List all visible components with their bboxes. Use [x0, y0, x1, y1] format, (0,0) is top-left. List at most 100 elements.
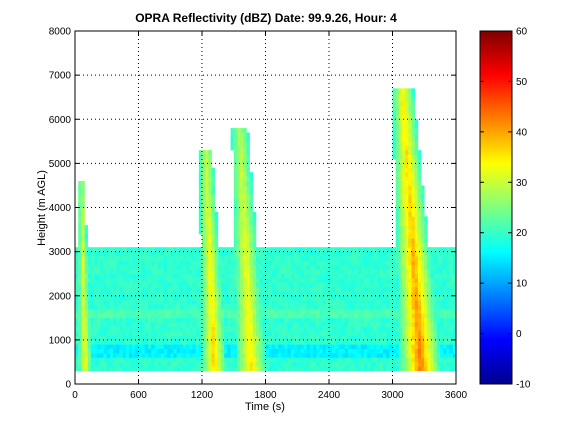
heatmap-cell: [113, 366, 117, 372]
heatmap-cell: [249, 282, 254, 288]
heatmap-cell: [75, 353, 79, 358]
heatmap-cell: [297, 278, 301, 283]
heatmap-cell: [128, 348, 133, 354]
heatmap-cell: [348, 335, 352, 341]
heatmap-cell: [405, 216, 409, 222]
heatmap-cell: [100, 313, 104, 319]
heatmap-cell: [122, 339, 127, 345]
heatmap-cell: [148, 361, 152, 367]
heatmap-cell: [243, 176, 247, 182]
heatmap-cell: [294, 317, 298, 323]
heatmap-cell: [109, 313, 114, 319]
heatmap-cell: [78, 282, 82, 288]
heatmap-cell: [265, 264, 269, 270]
heatmap-cell: [75, 326, 79, 332]
heatmap-cell: [221, 269, 225, 274]
heatmap-cell: [233, 264, 238, 270]
heatmap-cell: [278, 260, 282, 266]
x-tick-label: 600: [130, 390, 147, 401]
heatmap-cell: [208, 344, 212, 349]
heatmap-cell: [322, 322, 327, 327]
heatmap-cell: [259, 273, 263, 279]
heatmap-cell: [208, 300, 212, 305]
heatmap-cell: [240, 339, 244, 345]
heatmap-cell: [148, 335, 152, 341]
heatmap-cell: [202, 278, 206, 283]
heatmap-cell: [141, 348, 146, 354]
heatmap-cell: [357, 251, 362, 257]
heatmap-cell: [94, 348, 98, 354]
heatmap-cell: [84, 304, 88, 310]
heatmap-cell: [417, 181, 422, 186]
heatmap-cell: [449, 353, 454, 358]
heatmap-cell: [249, 185, 254, 191]
heatmap-cell: [421, 366, 425, 372]
heatmap-cell: [125, 295, 130, 301]
heatmap-cell: [430, 361, 435, 367]
heatmap-cell: [395, 225, 400, 230]
heatmap-cell: [408, 101, 412, 107]
heatmap-cell: [294, 308, 298, 314]
heatmap-cell: [249, 361, 254, 367]
heatmap-cell: [163, 278, 168, 283]
heatmap-cell: [78, 335, 82, 341]
heatmap-cell: [195, 361, 200, 367]
heatmap-cell: [122, 256, 127, 261]
heatmap-cell: [103, 286, 108, 292]
heatmap-cell: [119, 260, 123, 266]
heatmap-cell: [94, 282, 98, 288]
heatmap-cell: [249, 291, 254, 297]
heatmap-cell: [325, 331, 330, 336]
heatmap-cell: [211, 247, 215, 252]
heatmap-cell: [217, 366, 222, 372]
heatmap-cell: [278, 273, 282, 279]
heatmap-cell: [252, 344, 257, 349]
heatmap-cell: [84, 326, 88, 332]
heatmap-cell: [303, 348, 308, 354]
heatmap-cell: [386, 304, 390, 310]
heatmap-cell: [367, 300, 371, 305]
heatmap-cell: [449, 251, 454, 257]
heatmap-cell: [236, 247, 241, 252]
heatmap-cell: [128, 264, 133, 270]
heatmap-cell: [106, 313, 111, 319]
heatmap-cell: [221, 282, 225, 288]
heatmap-cell: [205, 181, 209, 186]
heatmap-cell: [363, 264, 368, 270]
heatmap-cell: [446, 353, 450, 358]
heatmap-cell: [205, 220, 209, 226]
heatmap-cell: [281, 348, 285, 354]
heatmap-cell: [198, 203, 203, 208]
heatmap-cell: [179, 269, 184, 274]
heatmap-cell: [306, 348, 311, 354]
heatmap-cell: [128, 335, 133, 341]
heatmap-cell: [157, 260, 162, 266]
heatmap-cell: [202, 233, 206, 239]
heatmap-cell: [198, 331, 203, 336]
heatmap-cell: [214, 344, 219, 349]
heatmap-cell: [90, 326, 95, 332]
heatmap-cell: [262, 339, 266, 345]
heatmap-cell: [417, 335, 422, 341]
heatmap-cell: [402, 114, 406, 120]
heatmap-cell: [113, 357, 117, 363]
heatmap-cell: [144, 264, 149, 270]
heatmap-cell: [271, 366, 276, 372]
heatmap-cell: [379, 322, 384, 327]
heatmap-cell: [154, 317, 158, 323]
heatmap-cell: [414, 185, 419, 191]
heatmap-cell: [360, 308, 365, 314]
heatmap-cell: [202, 295, 206, 301]
heatmap-cell: [408, 229, 412, 235]
heatmap-cell: [148, 344, 152, 349]
heatmap-cell: [411, 357, 416, 363]
heatmap-cell: [395, 282, 400, 288]
heatmap-cell: [189, 335, 193, 341]
heatmap-cell: [309, 256, 314, 261]
heatmap-cell: [103, 322, 108, 327]
heatmap-cell: [240, 128, 244, 133]
heatmap-cell: [198, 300, 203, 305]
heatmap-cell: [433, 331, 438, 336]
heatmap-cell: [449, 344, 454, 349]
heatmap-cell: [243, 238, 247, 244]
